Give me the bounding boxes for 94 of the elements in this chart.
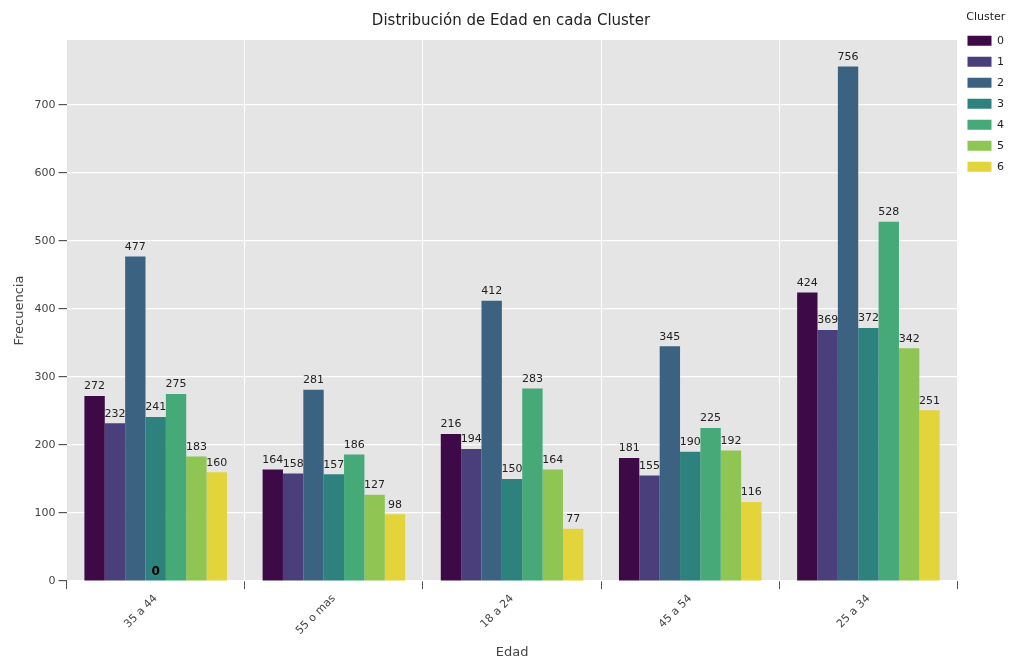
bar [344, 454, 365, 581]
x-tick-label: 25 a 34 [833, 591, 873, 631]
legend-label: 2 [997, 75, 1004, 89]
legend-label: 1 [997, 54, 1004, 68]
bar [797, 292, 818, 581]
bar [303, 389, 324, 581]
y-tick-label: 300 [34, 369, 56, 383]
data-label: 272 [84, 379, 106, 393]
data-label: 98 [387, 497, 402, 511]
bar [84, 395, 105, 581]
legend-label: 4 [997, 117, 1004, 131]
bar [720, 450, 742, 581]
bar [186, 456, 207, 581]
data-label: 164 [542, 452, 564, 466]
data-label: 225 [700, 411, 722, 425]
y-tick-label: 100 [34, 505, 56, 519]
data-label: 372 [857, 311, 879, 325]
data-label: 342 [898, 331, 920, 345]
legend-label: 5 [997, 138, 1004, 152]
bar [680, 451, 701, 581]
bar [659, 346, 681, 581]
data-label: 756 [837, 49, 859, 63]
bar [384, 514, 406, 581]
data-label: 192 [720, 433, 742, 447]
x-tick-label: 18 a 24 [477, 591, 517, 631]
bar [440, 434, 462, 581]
y-tick-label: 200 [34, 437, 56, 451]
data-label: 150 [501, 462, 523, 476]
data-label: 216 [440, 417, 462, 431]
bar [700, 427, 721, 581]
data-label: 190 [679, 435, 701, 449]
y-tick-label: 500 [34, 233, 56, 247]
data-label: 186 [343, 437, 365, 451]
data-label: 528 [878, 205, 900, 219]
data-label: 283 [521, 371, 543, 385]
bar [542, 469, 563, 581]
data-label: 157 [323, 457, 345, 471]
x-tick-label: 35 a 44 [121, 591, 160, 631]
bar [878, 221, 899, 581]
bar [919, 410, 940, 581]
data-label: 160 [206, 455, 228, 469]
data-label: 164 [262, 452, 284, 466]
bar [817, 329, 838, 581]
legend-label: 0 [997, 33, 1004, 47]
data-label: 181 [618, 441, 640, 455]
bar [837, 66, 859, 581]
bar [125, 256, 146, 581]
chart-title: Distribución de Edad en cada Cluster [371, 10, 651, 29]
data-label: 424 [796, 275, 818, 289]
data-label: 183 [185, 439, 207, 453]
bar [858, 327, 879, 581]
bar [461, 449, 482, 581]
annotation: 0 [151, 564, 160, 579]
bar [522, 388, 543, 581]
bar [481, 300, 502, 581]
bar [562, 528, 584, 581]
bar [104, 423, 126, 581]
legend-label: 3 [997, 96, 1004, 110]
x-axis-title: Edad [495, 643, 529, 659]
data-label: 77 [566, 512, 581, 526]
y-axis-title: Frecuencia [11, 275, 27, 346]
bar [282, 473, 304, 581]
y-tick-label: 400 [34, 301, 56, 315]
data-label: 345 [659, 329, 681, 343]
y-tick-label: 0 [48, 573, 56, 587]
bar [165, 393, 187, 581]
data-label: 251 [919, 393, 940, 407]
data-label: 241 [145, 400, 167, 414]
bar [262, 469, 283, 581]
data-label: 194 [460, 432, 482, 446]
bar [501, 478, 523, 581]
bar [323, 474, 345, 581]
bar [741, 502, 762, 581]
bar [618, 457, 640, 581]
data-label: 412 [481, 284, 503, 298]
legend-title: Cluster [966, 10, 1006, 24]
legend-label: 6 [997, 159, 1004, 173]
y-tick-label: 600 [34, 165, 56, 179]
data-label: 477 [124, 239, 146, 253]
bar [364, 494, 385, 581]
data-label: 369 [817, 313, 839, 327]
bar [898, 348, 920, 581]
x-tick-label: 45 a 54 [655, 591, 695, 631]
y-tick-label: 700 [34, 97, 56, 111]
data-label: 127 [364, 477, 386, 491]
data-label: 232 [104, 406, 126, 420]
bar [639, 475, 660, 581]
data-label: 155 [639, 458, 660, 472]
bar [206, 472, 227, 581]
data-label: 158 [282, 456, 304, 470]
data-label: 116 [740, 485, 762, 499]
data-label: 275 [165, 377, 187, 391]
bar [145, 417, 166, 581]
data-label: 281 [303, 373, 324, 387]
